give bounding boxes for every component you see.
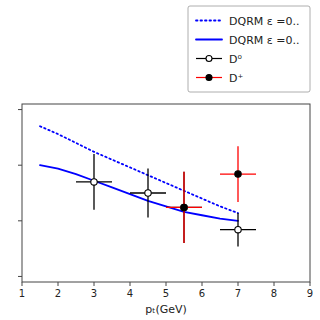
legend-swatch-marker (206, 75, 212, 81)
legend-label: D⁺ (229, 72, 243, 85)
line (40, 165, 238, 221)
y-tick (18, 276, 22, 277)
x-tick (130, 282, 131, 286)
point (181, 204, 187, 210)
x-tick (238, 282, 239, 286)
legend-swatch (196, 20, 222, 22)
legend-swatch (196, 39, 222, 41)
x-tick-label: 5 (163, 288, 169, 299)
legend-swatch-marker (206, 56, 212, 62)
x-tick (22, 282, 23, 286)
y-tick (18, 109, 22, 110)
x-tick-label: 8 (271, 288, 277, 299)
x-tick-label: 6 (199, 288, 205, 299)
x-tick (310, 282, 311, 286)
x-axis-label: pₜ(GeV) (145, 303, 187, 316)
plot-frame (22, 104, 310, 282)
x-tick (166, 282, 167, 286)
point (235, 227, 241, 233)
series-0 (40, 126, 238, 213)
y-tick (18, 220, 22, 221)
point (235, 171, 241, 177)
x-tick (274, 282, 275, 286)
series-1 (40, 165, 238, 221)
x-tick-label: 9 (307, 288, 313, 299)
line (40, 126, 238, 213)
x-tick (202, 282, 203, 286)
chart: 1 2 3 4 5 6 7 8 9 pₜ(GeV) DQRM ε =0.. DQRM ε =0.. D⁰… (0, 0, 320, 320)
legend: DQRM ε =0.. DQRM ε =0.. D⁰ D⁺ (188, 6, 310, 92)
point (145, 190, 151, 196)
point (91, 179, 97, 185)
x-tick (94, 282, 95, 286)
plot-area (40, 126, 256, 246)
y-tick (18, 165, 22, 166)
point (181, 204, 187, 210)
x-tick-label: 1 (19, 288, 25, 299)
x-tick-label: 3 (91, 288, 97, 299)
legend-frame (188, 6, 310, 92)
x-tick-label: 4 (127, 288, 133, 299)
series-2 (76, 154, 256, 246)
x-tick-label: 7 (235, 288, 241, 299)
legend-label: DQRM ε =0.. (229, 15, 299, 28)
x-tick (58, 282, 59, 286)
series-3 (166, 146, 256, 243)
legend-label: D⁰ (229, 53, 242, 66)
x-tick-label: 2 (55, 288, 61, 299)
legend-label: DQRM ε =0.. (229, 34, 299, 47)
